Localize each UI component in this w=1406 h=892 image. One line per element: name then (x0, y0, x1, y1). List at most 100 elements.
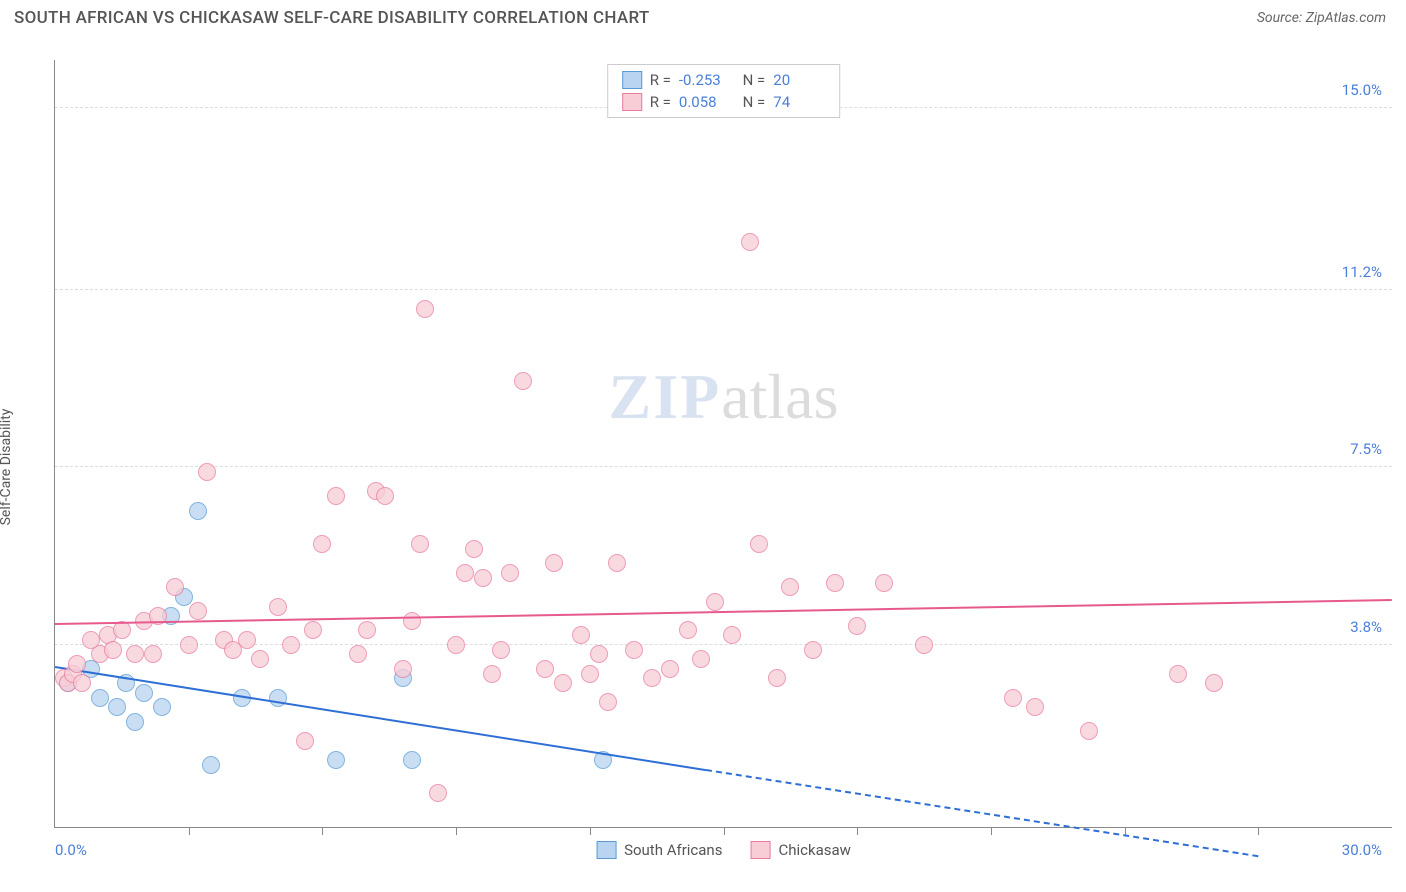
data-point (474, 569, 492, 587)
legend-swatch (622, 93, 642, 111)
data-point (781, 578, 799, 596)
data-point (1080, 722, 1098, 740)
data-point (768, 669, 786, 687)
data-point (456, 564, 474, 582)
data-point (313, 535, 331, 553)
data-point (679, 621, 697, 639)
data-point (296, 732, 314, 750)
data-point (113, 621, 131, 639)
data-point (394, 660, 412, 678)
data-point (104, 641, 122, 659)
data-point (403, 751, 421, 769)
data-point (304, 621, 322, 639)
data-point (826, 574, 844, 592)
y-tick-label: 15.0% (1342, 81, 1382, 99)
stat-n-label: N = (739, 71, 765, 89)
y-tick-label: 3.8% (1350, 618, 1382, 636)
data-point (447, 636, 465, 654)
watermark: ZIPatlas (609, 360, 839, 434)
data-point (144, 645, 162, 663)
data-point (483, 665, 501, 683)
data-point (189, 602, 207, 620)
data-point (429, 784, 447, 802)
data-point (202, 756, 220, 774)
data-point (1169, 665, 1187, 683)
data-point (750, 535, 768, 553)
data-point (572, 626, 590, 644)
stats-legend: R =-0.253 N =20R =0.058 N =74 (607, 64, 841, 118)
y-tick-label: 11.2% (1342, 263, 1382, 281)
data-point (875, 574, 893, 592)
trend-line (55, 599, 1392, 625)
x-tick (590, 827, 591, 835)
data-point (915, 636, 933, 654)
data-point (545, 554, 563, 572)
data-point (269, 598, 287, 616)
stat-n-value: 20 (773, 71, 825, 89)
legend-item: Chickasaw (750, 841, 850, 859)
data-point (251, 650, 269, 668)
x-tick (724, 827, 725, 835)
data-point (643, 669, 661, 687)
gridline (55, 466, 1392, 467)
data-point (804, 641, 822, 659)
gridline (55, 644, 1392, 645)
data-point (91, 689, 109, 707)
stat-r-label: R = (650, 71, 671, 89)
data-point (411, 535, 429, 553)
data-point (661, 660, 679, 678)
legend-label: South Africans (624, 841, 722, 859)
y-axis-label: Self-Care Disability (0, 409, 14, 526)
chart-header: SOUTH AFRICAN VS CHICKASAW SELF-CARE DIS… (0, 0, 1406, 32)
x-tick (189, 827, 190, 835)
bottom-legend: South Africans Chickasaw (596, 841, 851, 859)
x-tick (991, 827, 992, 835)
data-point (68, 655, 86, 673)
stat-r-label: R = (650, 93, 671, 111)
gridline (55, 289, 1392, 290)
data-point (554, 674, 572, 692)
data-point (327, 751, 345, 769)
data-point (1026, 698, 1044, 716)
x-min-label: 0.0% (55, 841, 87, 859)
data-point (492, 641, 510, 659)
x-tick (1258, 827, 1259, 835)
y-tick-label: 7.5% (1350, 440, 1382, 458)
data-point (166, 578, 184, 596)
plot-area: ZIPatlas R =-0.253 N =20R =0.058 N =74 0… (54, 60, 1392, 828)
chart-container: Self-Care Disability ZIPatlas R =-0.253 … (14, 40, 1392, 878)
data-point (153, 698, 171, 716)
legend-label: Chickasaw (778, 841, 850, 859)
legend-item: South Africans (596, 841, 722, 859)
chart-source: Source: ZipAtlas.com (1257, 10, 1386, 26)
data-point (723, 626, 741, 644)
data-point (1004, 689, 1022, 707)
data-point (599, 693, 617, 711)
data-point (358, 621, 376, 639)
chart-title: SOUTH AFRICAN VS CHICKASAW SELF-CARE DIS… (14, 8, 650, 28)
data-point (501, 564, 519, 582)
watermark-zip: ZIP (609, 361, 722, 432)
data-point (608, 554, 626, 572)
data-point (706, 593, 724, 611)
x-tick (322, 827, 323, 835)
stat-n-label: N = (739, 93, 765, 111)
trend-line (55, 666, 706, 771)
data-point (282, 636, 300, 654)
data-point (376, 487, 394, 505)
data-point (73, 674, 91, 692)
data-point (625, 641, 643, 659)
stat-n-value: 74 (773, 93, 825, 111)
x-max-label: 30.0% (1342, 841, 1382, 859)
data-point (126, 713, 144, 731)
data-point (180, 636, 198, 654)
data-point (403, 612, 421, 630)
stat-r-value: 0.058 (679, 93, 731, 111)
data-point (349, 645, 367, 663)
data-point (189, 502, 207, 520)
legend-swatch (596, 841, 616, 859)
data-point (238, 631, 256, 649)
x-tick (456, 827, 457, 835)
data-point (465, 540, 483, 558)
data-point (848, 617, 866, 635)
